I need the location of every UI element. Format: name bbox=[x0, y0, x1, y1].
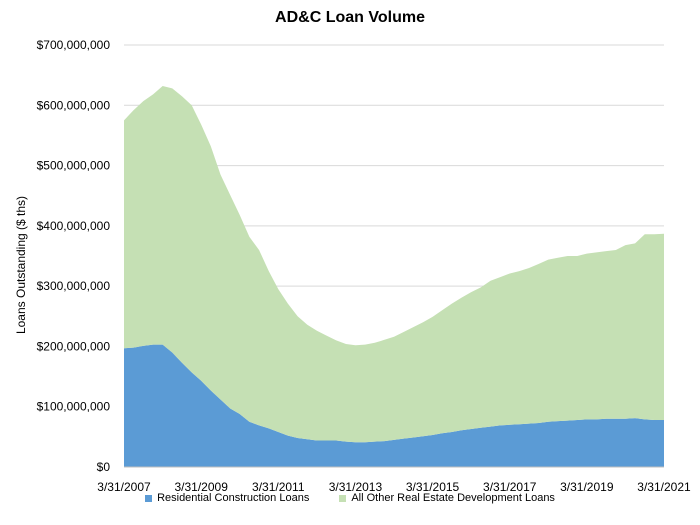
y-tick-label: $700,000,000 bbox=[37, 38, 111, 52]
x-tick-label: 3/31/2021 bbox=[637, 480, 691, 494]
series-area-1 bbox=[124, 344, 664, 467]
x-tick-label: 3/31/2015 bbox=[406, 480, 460, 494]
x-tick-label: 3/31/2009 bbox=[174, 480, 228, 494]
legend: Residential Construction Loans All Other … bbox=[0, 492, 700, 504]
chart-title: AD&C Loan Volume bbox=[275, 9, 425, 26]
x-tick-label: 3/31/2007 bbox=[97, 480, 151, 494]
y-tick-label: $100,000,000 bbox=[37, 400, 111, 414]
legend-swatch bbox=[339, 494, 347, 502]
x-tick-label: 3/31/2011 bbox=[252, 480, 305, 494]
y-tick-label: $0 bbox=[97, 460, 111, 474]
x-tick-label: 3/31/2013 bbox=[329, 480, 383, 494]
x-tick-label: 3/31/2019 bbox=[560, 480, 614, 494]
series-area-2 bbox=[124, 85, 664, 443]
legend-item: Residential Construction Loans bbox=[145, 492, 309, 504]
legend-label: All Other Real Estate Development Loans bbox=[351, 492, 555, 504]
y-tick-label: $500,000,000 bbox=[37, 159, 111, 173]
y-tick-label: $300,000,000 bbox=[37, 279, 111, 293]
x-tick-label: 3/31/2017 bbox=[483, 480, 537, 494]
legend-label: Residential Construction Loans bbox=[157, 492, 310, 504]
y-tick-label: $600,000,000 bbox=[37, 98, 111, 112]
y-tick-label: $200,000,000 bbox=[37, 339, 111, 353]
y-tick-label: $400,000,000 bbox=[37, 219, 111, 233]
legend-item: All Other Real Estate Development Loans bbox=[339, 492, 555, 504]
legend-swatch bbox=[145, 494, 153, 502]
